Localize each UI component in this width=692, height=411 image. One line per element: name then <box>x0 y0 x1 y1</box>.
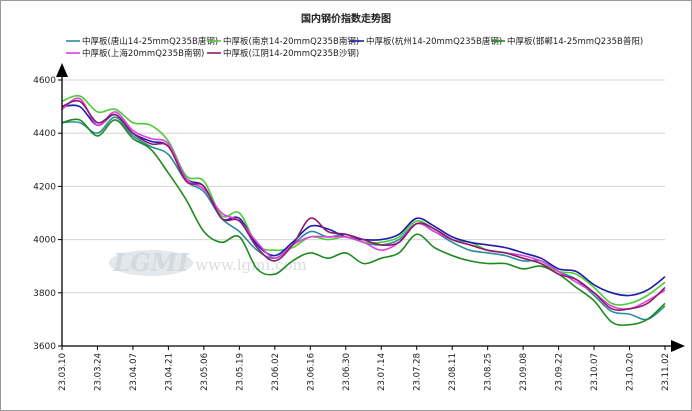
legend-label: 中厚板(南京14-20mmQ235B南钢) <box>223 36 359 47</box>
x-tick-label: 23.08.11 <box>448 353 458 391</box>
x-axis-ticks: 23.03.10 23.03.24 23.04.07 23.04.21 23.05.06… <box>58 346 671 391</box>
x-tick-label: 23.05.19 <box>235 353 245 391</box>
y-tick-label: 3600 <box>33 342 56 352</box>
chart-title: 国内钢价指数走势图 <box>301 12 391 25</box>
axes <box>56 63 685 352</box>
y-axis-ticks: 3600 3800 4000 4200 4400 4600 <box>33 76 62 352</box>
x-tick-label: 23.04.21 <box>164 353 174 391</box>
y-tick-label: 4000 <box>33 236 56 246</box>
watermark-logo-icon: LGMI <box>109 248 193 277</box>
svg-text:LGMI: LGMI <box>112 248 189 277</box>
x-tick-label: 23.08.25 <box>484 353 494 391</box>
y-tick-label: 4200 <box>33 182 56 192</box>
y-tick-label: 4600 <box>33 76 56 86</box>
y-axis-arrow-icon <box>56 63 68 77</box>
x-tick-label: 23.05.06 <box>200 353 210 391</box>
legend-label: 中厚板(杭州14-20mmQ235B唐钢) <box>366 36 502 47</box>
watermark: LGMI www.lgmi.com <box>109 248 307 277</box>
legend-label: 中厚板(江阴14-20mmQ235B沙钢) <box>223 48 359 59</box>
x-tick-label: 23.03.24 <box>93 353 103 391</box>
series-line-4 <box>61 118 666 326</box>
series-lines <box>61 94 666 326</box>
y-tick-label: 3800 <box>33 289 56 299</box>
x-tick-label: 23.10.07 <box>590 353 600 391</box>
x-tick-label: 23.06.16 <box>306 353 316 391</box>
y-tick-label: 4400 <box>33 129 56 139</box>
series-line-1 <box>61 116 666 321</box>
x-tick-label: 23.06.30 <box>342 353 352 391</box>
x-tick-label: 23.11.02 <box>661 353 671 391</box>
watermark-url: www.lgmi.com <box>195 256 306 274</box>
legend-label: 中厚板(唐山14-25mmQ235B唐钢) <box>82 36 218 47</box>
x-axis-arrow-icon <box>671 340 685 352</box>
legend-label: 中厚板(上海20mmQ235B南钢) <box>82 48 204 59</box>
legend-label: 中厚板(邯郸14-25mmQ235B普阳) <box>507 36 643 47</box>
legend: 中厚板(唐山14-25mmQ235B唐钢) 中厚板(南京14-20mmQ235B南… <box>66 36 643 59</box>
x-tick-label: 23.10.20 <box>626 353 636 391</box>
x-tick-label: 23.06.02 <box>271 353 281 391</box>
x-tick-label: 23.03.10 <box>58 353 68 391</box>
x-tick-label: 23.04.07 <box>129 353 139 391</box>
x-tick-label: 23.09.22 <box>555 353 565 391</box>
x-tick-label: 23.07.28 <box>413 353 423 391</box>
x-tick-label: 23.09.08 <box>519 353 529 391</box>
x-tick-label: 23.07.14 <box>377 353 387 391</box>
series-line-6 <box>61 99 666 311</box>
series-line-5 <box>61 97 666 310</box>
